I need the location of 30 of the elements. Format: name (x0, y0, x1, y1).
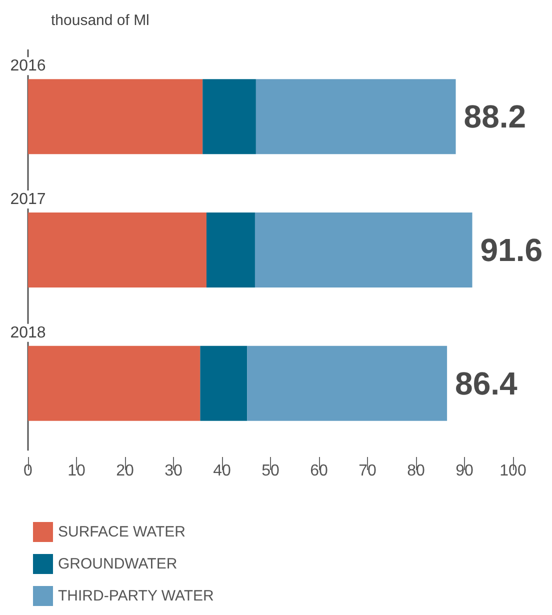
total-label: 88.2 (464, 98, 526, 135)
y-tick-label: 2017 (10, 191, 46, 208)
total-label: 86.4 (455, 365, 518, 402)
bar (28, 346, 200, 421)
legend-label: THIRD-PARTY WATER (58, 588, 214, 604)
legend-label: SURFACE WATER (58, 524, 186, 540)
bar (28, 79, 203, 154)
x-tick-label: 0 (24, 462, 33, 480)
y-tick-label: 2016 (10, 58, 46, 75)
x-tick-label: 70 (358, 462, 376, 480)
bar (256, 79, 456, 154)
bar (200, 346, 248, 421)
x-tick-label: 80 (407, 462, 425, 480)
x-tick-label: 90 (456, 462, 474, 480)
legend-label: GROUNDWATER (58, 556, 178, 572)
x-tick-label: 100 (500, 462, 526, 480)
x-tick-label: 10 (68, 462, 86, 480)
bar (206, 212, 255, 288)
total-label: 91.6 (480, 232, 543, 268)
bar (28, 212, 206, 288)
bar (254, 212, 472, 288)
x-tick-label: 30 (164, 462, 182, 480)
bar (202, 79, 256, 154)
chart-title: thousand of Ml (51, 12, 150, 29)
x-tick-label: 40 (213, 462, 231, 480)
x-tick-label: 50 (262, 462, 280, 480)
bar (247, 346, 448, 421)
x-tick-label: 20 (116, 462, 134, 480)
x-tick-label: 60 (310, 462, 328, 480)
y-tick-label: 2018 (10, 324, 46, 342)
